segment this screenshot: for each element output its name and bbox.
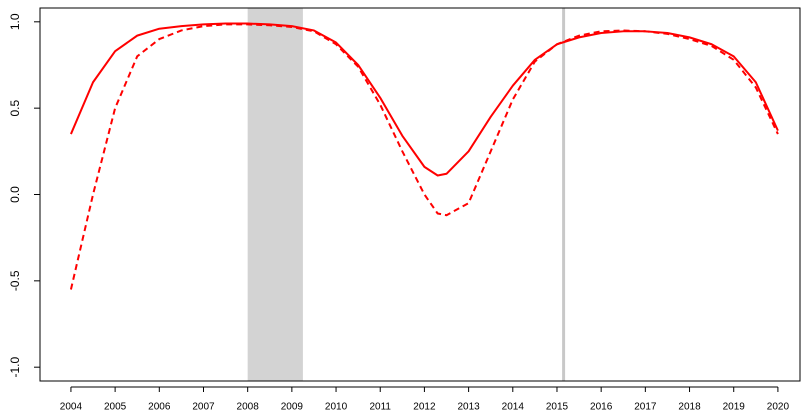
x-tick-label: 2005 [104, 402, 127, 413]
x-tick-label: 2013 [457, 402, 480, 413]
x-tick-label: 2010 [325, 402, 348, 413]
y-tick-label: 0.5 [8, 99, 22, 116]
under-layer [247, 8, 566, 381]
x-tick-label: 2016 [590, 402, 613, 413]
x-tick-label: 2017 [634, 402, 657, 413]
y-tick-label: 0.0 [8, 186, 22, 203]
y-tick-label: -1.0 [8, 357, 22, 378]
x-tick-label: 2014 [502, 402, 525, 413]
x-tick-label: 2020 [767, 402, 790, 413]
x-tick-label: 2015 [546, 402, 569, 413]
x-tick-label: 2004 [60, 402, 83, 413]
data-line [70, 22, 779, 177]
x-tick-label: 2008 [237, 402, 260, 413]
shaded-region [247, 8, 303, 381]
plot-frame [39, 7, 801, 382]
x-tick-label: 2007 [192, 402, 215, 413]
x-tick-label: 2018 [678, 402, 701, 413]
x-tick-label: 2019 [723, 402, 746, 413]
x-tick-label: 2006 [148, 402, 171, 413]
x-tick-label: 2012 [413, 402, 436, 413]
y-tick-label: 1.0 [8, 13, 22, 30]
x-tick-label: 2009 [281, 402, 304, 413]
data-line [69, 23, 779, 290]
y-tick-label: -0.5 [8, 270, 22, 291]
x-tick-label: 2011 [369, 402, 391, 413]
